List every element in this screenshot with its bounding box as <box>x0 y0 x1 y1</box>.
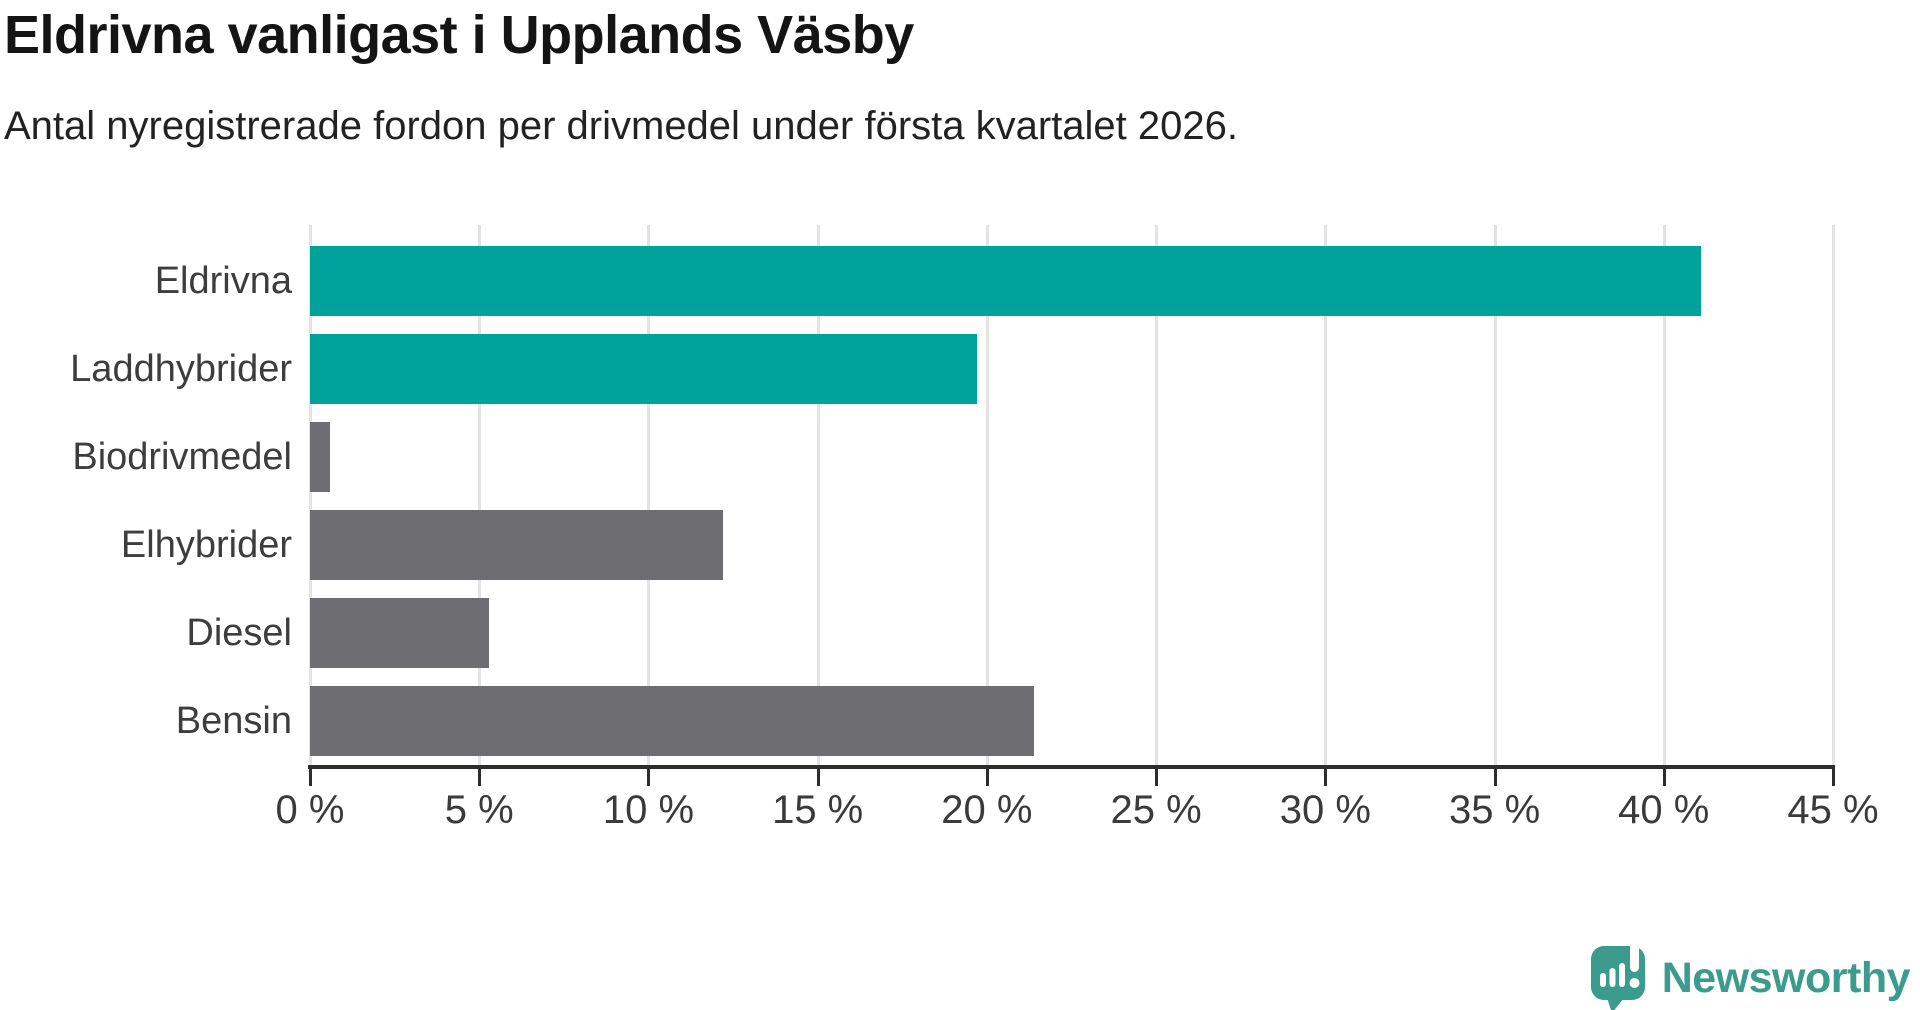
x-axis-tick <box>1324 765 1328 786</box>
x-axis-tick-label: 10 % <box>602 788 695 832</box>
grid-line <box>1155 225 1159 765</box>
grid-line <box>1832 225 1835 765</box>
x-axis-tick <box>1662 765 1666 786</box>
grid-line <box>985 225 989 765</box>
x-axis-tick-label: 30 % <box>1279 788 1371 832</box>
x-axis-tick-label: 40 % <box>1618 788 1710 832</box>
x-axis-tick <box>1832 765 1835 786</box>
newsworthy-logo: Newsworthy <box>1590 943 1911 1010</box>
bar-laddhybrider <box>310 334 977 404</box>
bar-biodrivmedel <box>310 422 331 492</box>
chart-subtitle: Antal nyregistrerade fordon per drivmede… <box>4 104 1239 148</box>
bar-diesel <box>310 598 490 668</box>
grid-line <box>478 225 482 765</box>
category-label: Bensin <box>175 700 292 742</box>
category-label: Laddhybrider <box>70 348 292 390</box>
x-axis-tick <box>985 765 989 786</box>
x-axis-tick-label: 35 % <box>1448 788 1541 832</box>
category-label: Eldrivna <box>154 260 292 302</box>
grid-line <box>1324 225 1328 765</box>
x-axis-tick-label: 15 % <box>772 788 864 832</box>
x-axis-tick <box>478 765 482 786</box>
x-axis-tick <box>647 765 651 786</box>
grid-line <box>1493 225 1497 765</box>
x-axis-tick <box>1493 765 1497 786</box>
category-label: Diesel <box>186 612 292 654</box>
x-axis-tick-label: 5 % <box>444 788 514 832</box>
category-label: Elhybrider <box>120 524 292 566</box>
newsworthy-logo-icon <box>1590 943 1645 1010</box>
chart-title: Eldrivna vanligast i Upplands Väsby <box>4 5 914 65</box>
x-axis-tick <box>816 765 820 786</box>
x-axis-tick-label: 25 % <box>1110 788 1202 832</box>
bar-elhybrider <box>310 510 723 580</box>
grid-line <box>1662 225 1666 765</box>
x-axis-tick-label: 0 % <box>275 788 345 832</box>
x-axis-line <box>308 765 1835 769</box>
bar-bensin <box>310 686 1035 756</box>
category-label: Biodrivmedel <box>72 436 292 478</box>
x-axis-tick-label: 45 % <box>1787 788 1879 832</box>
grid-line <box>309 225 312 765</box>
x-axis-tick <box>1155 765 1159 786</box>
grid-line <box>647 225 651 765</box>
plot-area: 0 % 5 % 10 % 15 % 20 % 25 % 30 % 35 % 40 % 45 % <box>276 225 1879 832</box>
newsworthy-logo-text: Newsworthy <box>1661 953 1911 1002</box>
x-axis-tick-label: 20 % <box>941 788 1033 832</box>
x-axis-tick <box>309 765 312 786</box>
grid-line <box>816 225 820 765</box>
bar-eldrivna <box>310 246 1701 316</box>
